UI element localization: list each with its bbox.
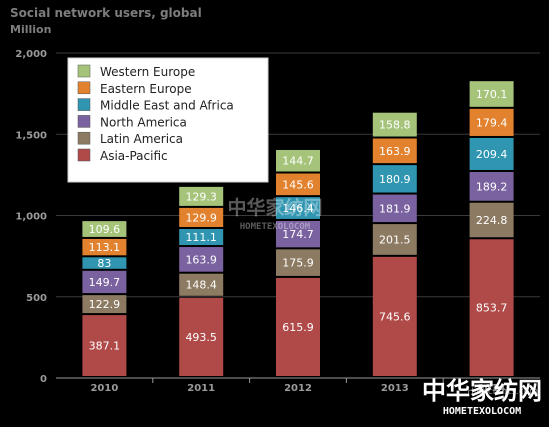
bar-segment: [82, 238, 127, 256]
data-label: 109.6: [89, 223, 121, 236]
watermark-center: 中华家纺网 HOMETEXOLOCOM: [227, 196, 322, 232]
data-label: 129.3: [185, 190, 217, 203]
bar-segment: [82, 257, 127, 269]
data-label: 146.4: [282, 202, 314, 215]
x-tick-label: 2013: [381, 383, 409, 394]
data-label: 175.9: [282, 257, 314, 270]
data-label: 113.1: [89, 241, 121, 254]
data-label: 179.4: [476, 116, 508, 129]
bar-segment: [276, 173, 320, 196]
bar-segment: [82, 295, 127, 314]
data-label: 111.1: [185, 231, 217, 244]
y-axis: 0 500 1,000 1,500 2,000: [15, 49, 47, 385]
bar-segment: [179, 273, 224, 296]
data-label: 189.2: [476, 180, 508, 193]
bar-segment: [372, 138, 417, 164]
bar-segment: [82, 270, 127, 294]
bars-group: 387.1 122.9 149.7 83 113.1 109.6 493.5 148.4 163…: [82, 81, 514, 376]
data-label: 180.9: [379, 173, 411, 186]
bar-segment: [469, 137, 514, 170]
legend-swatch: [77, 131, 91, 145]
watermark-corner-en: HOMETEXOLOCOM: [443, 406, 521, 417]
y-tick-label: 0: [40, 374, 47, 385]
legend-swatch: [77, 98, 91, 111]
bar-segment: [276, 197, 320, 219]
bar-segment: [469, 171, 514, 201]
watermark-center-cn: 中华家纺网: [227, 196, 322, 219]
legend-box: [67, 57, 269, 183]
data-label: 83: [97, 257, 111, 270]
bar-segment: [372, 112, 417, 137]
data-label: 209.4: [476, 148, 508, 161]
data-label: 181.9: [379, 202, 411, 215]
legend-swatch: [77, 81, 91, 95]
data-label: 853.7: [476, 302, 508, 315]
bar-segment: [276, 249, 320, 276]
data-label: 201.5: [379, 233, 411, 246]
chart-subtitle: Million: [10, 23, 51, 36]
x-tick-label: 2014: [478, 383, 506, 394]
bar-segment: [276, 149, 320, 172]
y-tick-label: 1,500: [15, 130, 47, 141]
legend-label: Western Europe: [100, 65, 195, 79]
x-tick-label: 2011: [187, 383, 215, 394]
legend-label: Eastern Europe: [100, 82, 192, 96]
watermark-corner: 中华家纺网 HOMETEXOLOCOM: [422, 377, 542, 417]
data-label: 144.7: [282, 155, 314, 168]
bar-segment: [372, 194, 417, 223]
data-label: 129.9: [185, 211, 217, 224]
bar-segment: [276, 220, 320, 248]
data-label: 174.7: [282, 228, 314, 241]
data-label: 145.6: [282, 178, 314, 191]
bar-segment: [276, 277, 320, 376]
data-label: 170.1: [476, 88, 508, 101]
bar-segment: [179, 229, 224, 246]
watermark-center-en: HOMETEXOLOCOM: [240, 222, 311, 232]
bar-segment: [469, 202, 514, 238]
legend-swatch: [77, 64, 91, 78]
y-tick-label: 2,000: [15, 49, 47, 60]
bar-segment: [469, 81, 514, 107]
legend: Western Europe Eastern Europe Middle East …: [67, 57, 269, 183]
data-label: 493.5: [185, 331, 217, 344]
bar-segment: [179, 247, 224, 272]
x-axis: 2010 2011 2012 2013 2014: [90, 378, 506, 394]
data-label: 149.7: [89, 276, 121, 289]
bar-segment: [372, 165, 417, 193]
bar-segment: [469, 239, 514, 376]
y-tick-label: 1,000: [15, 212, 47, 223]
legend-label: Middle East and Africa: [100, 99, 234, 113]
chart-title: Social network users, global: [10, 6, 202, 20]
data-label: 387.1: [89, 340, 121, 353]
data-label: 163.9: [185, 253, 217, 266]
data-label: 158.8: [379, 119, 411, 132]
legend-swatch: [77, 148, 91, 162]
x-tick-label: 2012: [284, 383, 312, 394]
legend-label: North America: [100, 115, 187, 129]
data-label: 148.4: [185, 279, 217, 292]
x-tick-label: 2010: [90, 383, 118, 394]
bar-segment: [82, 221, 127, 237]
data-label: 615.9: [282, 321, 314, 334]
bar-segment: [372, 224, 417, 255]
chart-credit: Highcharts.com: [467, 387, 538, 397]
bar-segment: [179, 186, 224, 206]
legend-swatch: [77, 115, 91, 128]
data-label: 224.8: [476, 214, 508, 227]
y-tick-label: 500: [26, 293, 47, 304]
data-label: 745.6: [379, 310, 411, 323]
bar-segment: [469, 108, 514, 136]
legend-label: Asia-Pacific: [100, 149, 168, 163]
legend-label: Latin America: [100, 132, 183, 146]
data-label: 163.9: [379, 145, 411, 158]
watermark-corner-cn: 中华家纺网: [422, 377, 542, 405]
bar-segment: [179, 207, 224, 228]
bar-segment: [82, 315, 127, 376]
bar-segment: [179, 297, 224, 376]
data-label: 122.9: [89, 298, 121, 311]
bar-segment: [372, 256, 417, 376]
